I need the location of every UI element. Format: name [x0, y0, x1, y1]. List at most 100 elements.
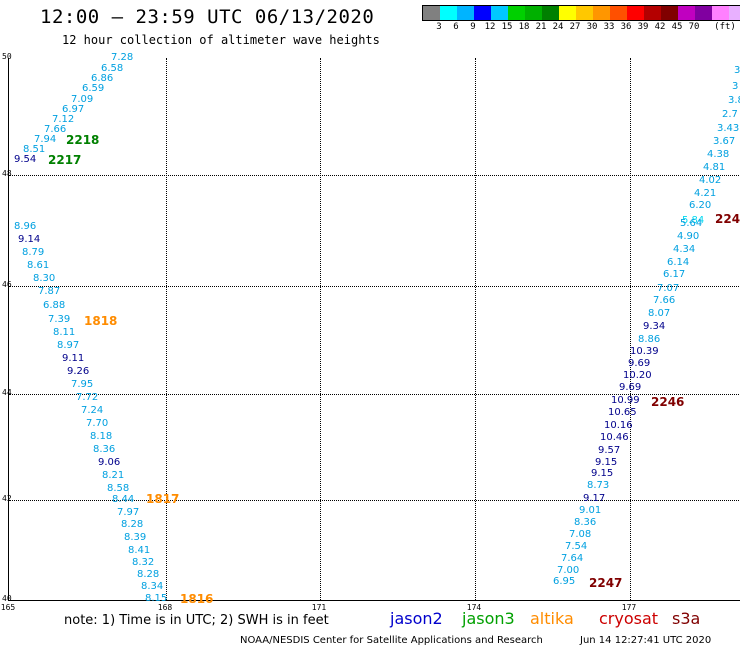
- wave-height-value: 7.70: [86, 418, 109, 429]
- colorbar-swatch: [695, 6, 712, 20]
- colorbar: [422, 5, 740, 21]
- colorbar-swatch: [610, 6, 627, 20]
- colorbar-label: 18: [518, 22, 530, 32]
- wave-height-value: 3.67: [713, 136, 736, 147]
- wave-height-value: 6.17: [663, 269, 686, 280]
- latitude-gridline: [9, 286, 740, 287]
- wave-height-value: 8.36: [574, 517, 597, 528]
- pass-time-label: 2247: [589, 576, 623, 590]
- wave-height-value: 6.20: [689, 200, 712, 211]
- legend-altika: altika: [530, 609, 574, 628]
- pass-time-label: 1816: [180, 592, 214, 606]
- longitude-label: 168: [157, 603, 173, 612]
- wave-height-value: 9.15: [595, 457, 618, 468]
- colorbar-swatch: [440, 6, 457, 20]
- latitude-label: 44: [2, 388, 12, 397]
- wave-height-value: 4.81: [703, 162, 726, 173]
- wave-height-value: 7.28: [111, 52, 134, 63]
- wave-height-value: 2.7: [722, 109, 738, 120]
- colorbar-swatch: [678, 6, 695, 20]
- wave-height-value: 8.07: [648, 308, 671, 319]
- wave-height-value: 8.96: [14, 221, 37, 232]
- latitude-gridline: [9, 175, 740, 176]
- colorbar-swatch: [457, 6, 474, 20]
- wave-height-value: 7.24: [81, 405, 104, 416]
- wave-height-value: 10.20: [623, 370, 652, 381]
- colorbar-swatch: [423, 6, 440, 20]
- colorbar-swatch: [661, 6, 678, 20]
- colorbar-swatch: [508, 6, 525, 20]
- longitude-gridline: [166, 58, 167, 600]
- wave-height-value: 7.00: [557, 565, 580, 576]
- wave-height-value: 3.8: [728, 95, 740, 106]
- map-title: 12:00 – 23:59 UTC 06/13/2020: [40, 6, 375, 28]
- wave-height-value: 8.18: [90, 431, 113, 442]
- wave-height-value: 6.86: [91, 73, 114, 84]
- colorbar-swatch: [474, 6, 491, 20]
- longitude-label: 171: [311, 603, 327, 612]
- latitude-gridline: [9, 500, 740, 501]
- colorbar-swatch: [576, 6, 593, 20]
- colorbar-label: 39: [637, 22, 649, 32]
- wave-height-value: 6.95: [553, 576, 576, 587]
- wave-height-value: 9.15: [591, 468, 614, 479]
- wave-height-value: 8.11: [53, 327, 76, 338]
- wave-height-value: 9.69: [619, 382, 642, 393]
- wave-height-value: 6.58: [101, 63, 124, 74]
- wave-height-value: 7.66: [44, 124, 67, 135]
- longitude-label: 174: [466, 603, 482, 612]
- longitude-label: 177: [621, 603, 637, 612]
- colorbar-label: 70: [688, 22, 700, 32]
- wave-height-value: 8.15: [145, 593, 168, 604]
- wave-height-value: 8.36: [93, 444, 116, 455]
- wave-height-value: 9.11: [62, 353, 85, 364]
- credit-text: NOAA/NESDIS Center for Satellite Applica…: [240, 635, 543, 646]
- longitude-gridline: [630, 58, 631, 600]
- longitude-gridline: [320, 58, 321, 600]
- wave-height-value: 9.14: [18, 234, 41, 245]
- wave-height-value: 7.54: [565, 541, 588, 552]
- colorbar-label: 21: [535, 22, 547, 32]
- legend-jason3: jason3: [462, 609, 515, 628]
- wave-height-value: 8.34: [141, 581, 164, 592]
- wave-height-value: 7.07: [657, 283, 680, 294]
- wave-height-value: 9.34: [643, 321, 666, 332]
- wave-height-value: 6.59: [82, 83, 105, 94]
- wave-height-value: 4.38: [707, 149, 730, 160]
- colorbar-swatch: [593, 6, 610, 20]
- pass-time-label: 2246: [651, 395, 685, 409]
- wave-height-value: 4.34: [673, 244, 696, 255]
- wave-height-value: 8.97: [57, 340, 80, 351]
- wave-height-value: 8.28: [137, 569, 160, 580]
- colorbar-swatch: [559, 6, 576, 20]
- wave-height-value: 6.14: [667, 257, 690, 268]
- wave-height-value: 7.64: [561, 553, 584, 564]
- wave-height-value: 8.73: [587, 480, 610, 491]
- wave-height-value: 10.16: [604, 420, 633, 431]
- latitude-label: 42: [2, 494, 12, 503]
- colorbar-label: 3: [436, 22, 442, 32]
- latitude-label: 48: [2, 169, 12, 178]
- wave-height-value: 3: [734, 65, 740, 76]
- wave-height-value: 7.97: [117, 507, 140, 518]
- longitude-gridline: [475, 58, 476, 600]
- colorbar-label: 33: [603, 22, 615, 32]
- wave-height-value: 7.72: [76, 392, 99, 403]
- wave-height-value: 8.32: [132, 557, 155, 568]
- wave-height-value: 8.51: [23, 144, 46, 155]
- colorbar-unit: (ft): [714, 22, 736, 32]
- wave-height-value: 8.79: [22, 247, 45, 258]
- latitude-label: 46: [2, 280, 12, 289]
- wave-height-value: 8.30: [33, 273, 56, 284]
- pass-time-label: 1818: [84, 314, 118, 328]
- wave-height-value: 7.66: [653, 295, 676, 306]
- wave-height-value: 7.94: [34, 134, 57, 145]
- wave-height-value: 8.21: [102, 470, 125, 481]
- colorbar-label: 45: [671, 22, 683, 32]
- wave-height-value: 8.44: [112, 494, 135, 505]
- colorbar-swatch: [491, 6, 508, 20]
- wave-height-value: 7.39: [48, 314, 71, 325]
- wave-height-value: 3.43: [717, 123, 740, 134]
- colorbar-label: 15: [501, 22, 513, 32]
- wave-height-value: 4.02: [699, 175, 722, 186]
